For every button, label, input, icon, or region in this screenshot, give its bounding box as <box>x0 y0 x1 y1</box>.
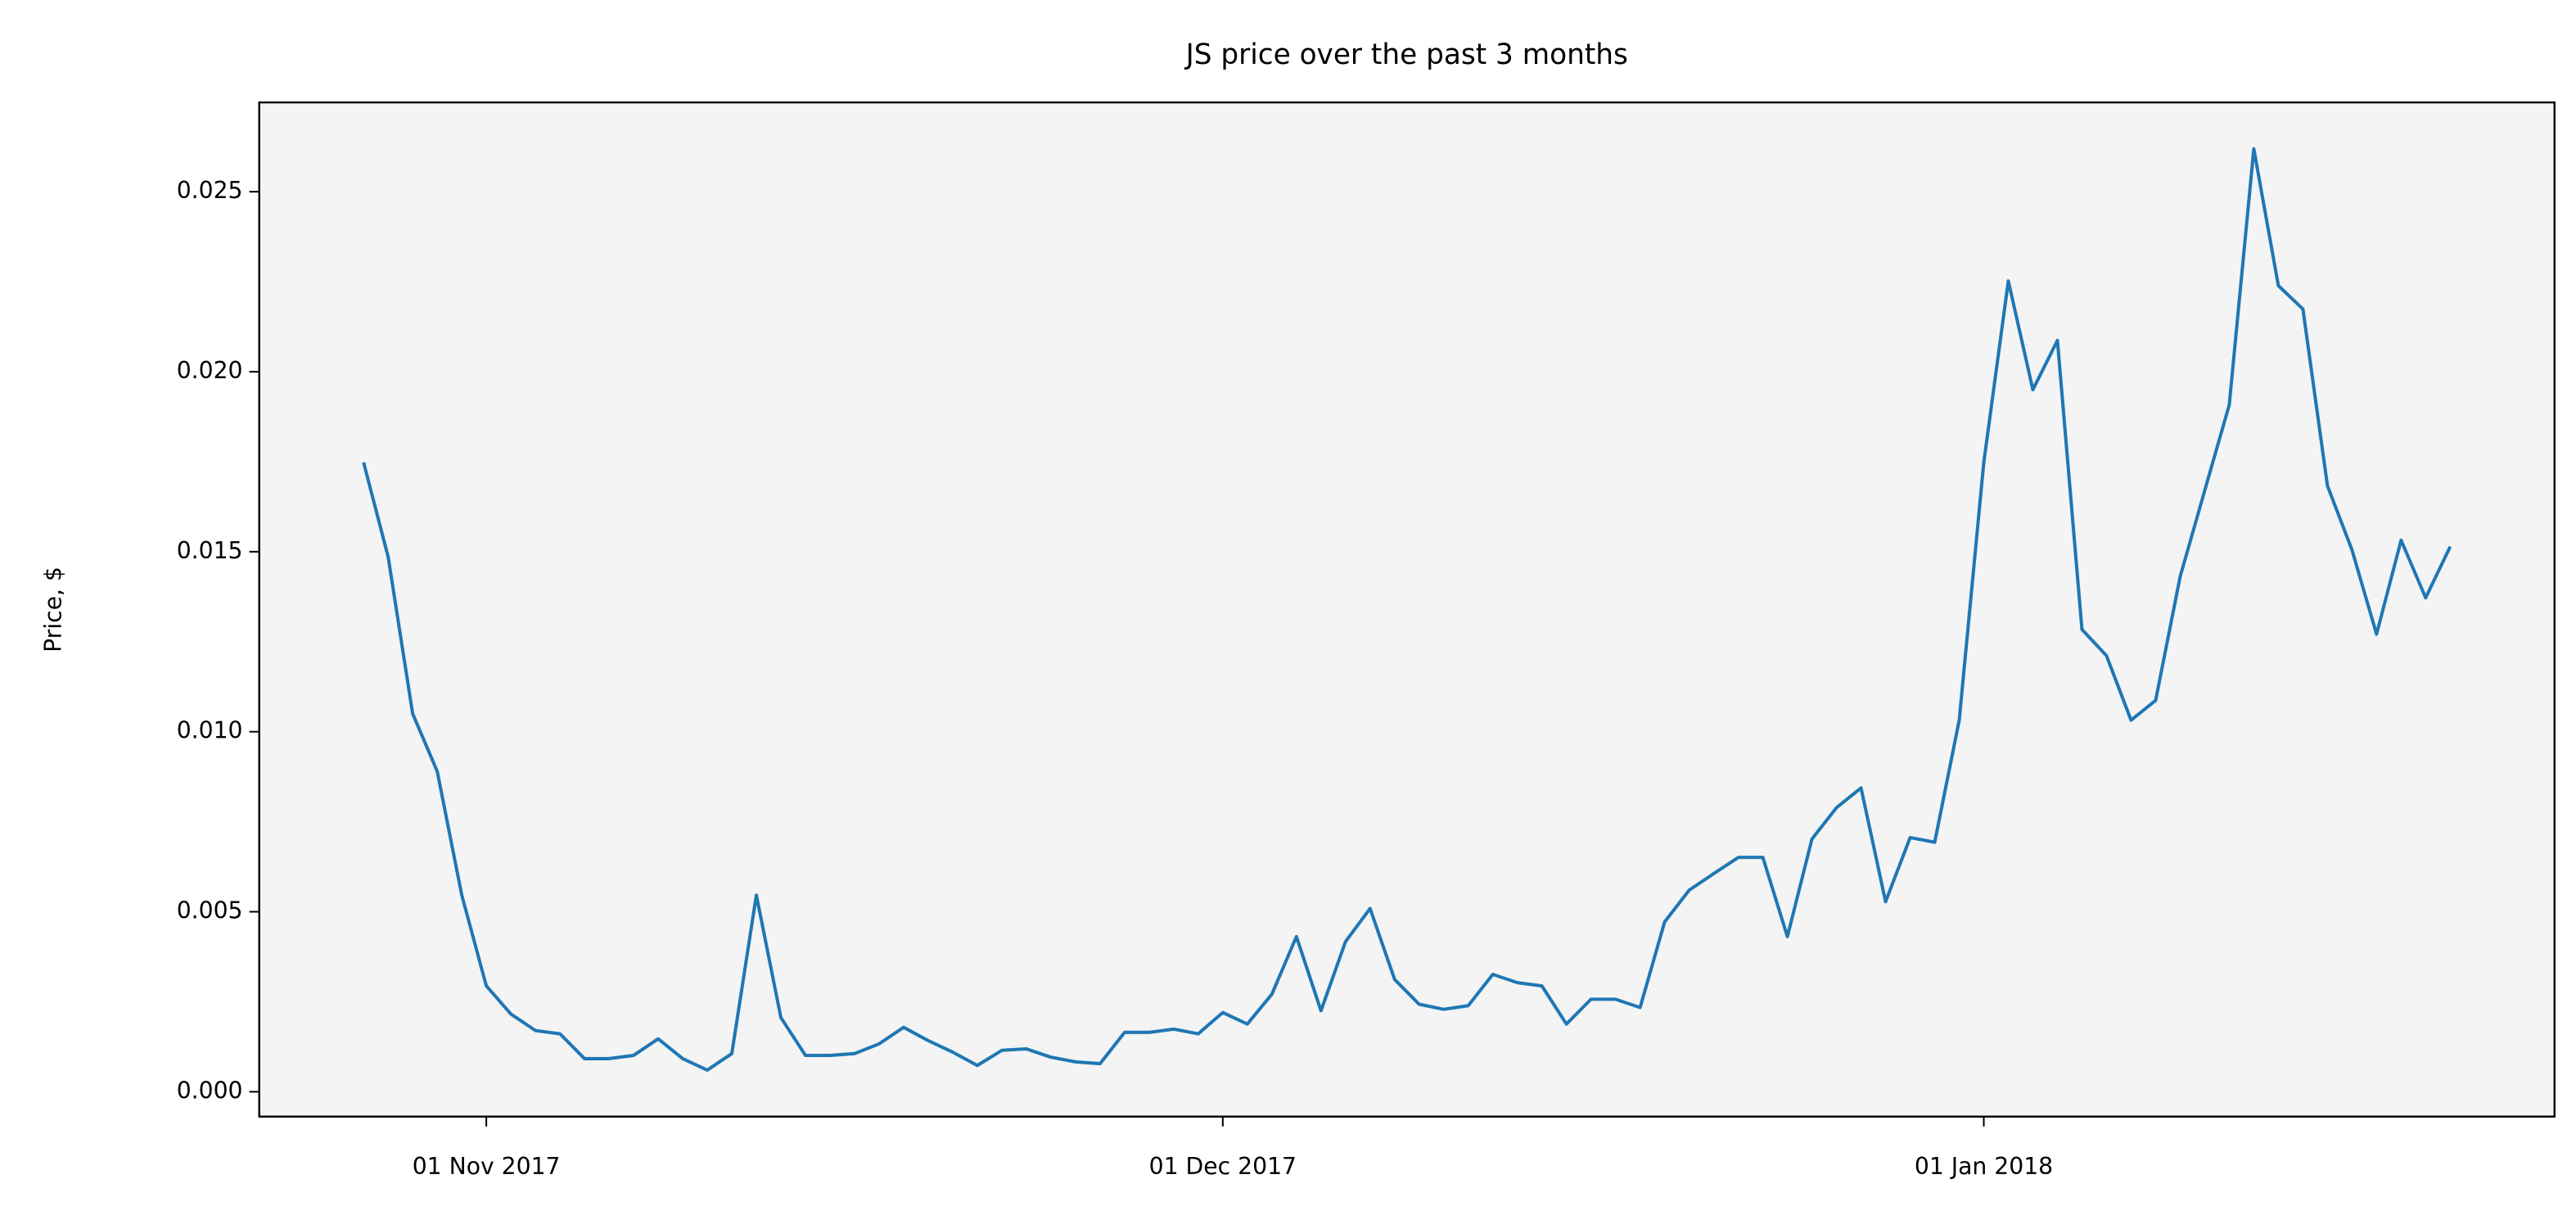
y-tick-label: 0.010 <box>177 717 243 744</box>
plot-background <box>259 102 2555 1117</box>
price-line <box>362 147 2452 1072</box>
y-tick-label: 0.015 <box>177 537 243 564</box>
plot-frame <box>258 101 2556 1118</box>
y-tick-label: 0.020 <box>177 357 243 384</box>
y-tick-label: 0.005 <box>177 897 243 924</box>
x-tick-label: 01 Nov 2017 <box>413 1153 561 1180</box>
y-axis-label: Price, $ <box>40 567 67 653</box>
x-tick-label: 01 Jan 2018 <box>1915 1153 2053 1180</box>
x-tick-label: 01 Dec 2017 <box>1149 1153 1297 1180</box>
y-tick-label: 0.025 <box>177 177 243 204</box>
chart-title: JS price over the past 3 months <box>1184 38 1628 71</box>
y-tick-label: 0.000 <box>177 1077 243 1104</box>
